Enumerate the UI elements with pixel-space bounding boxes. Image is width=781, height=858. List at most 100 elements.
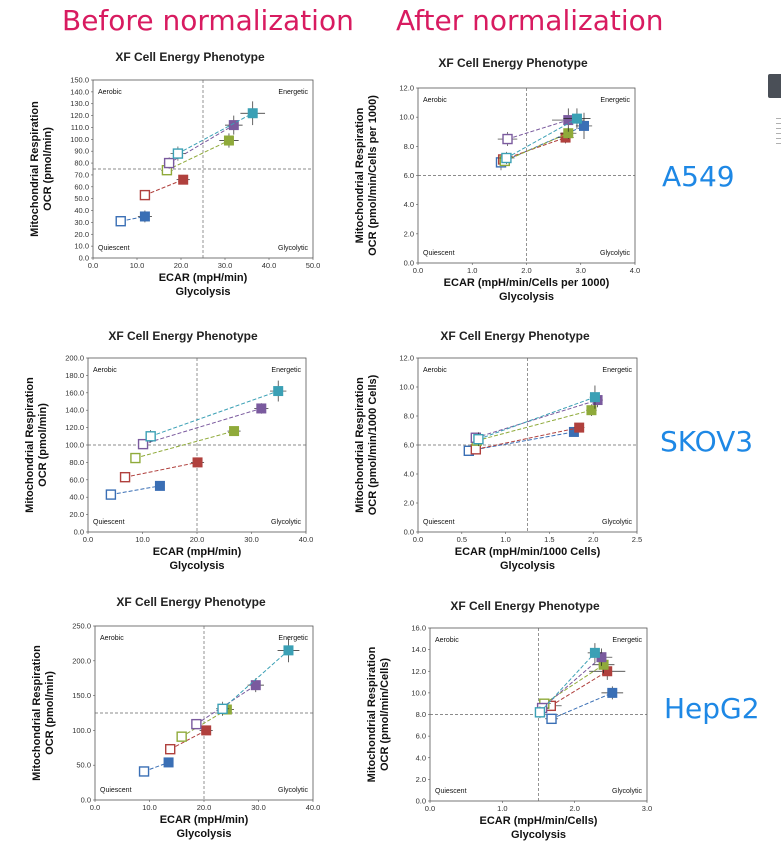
stressed-marker-blue	[163, 757, 174, 768]
x-axis-label: ECAR (mpH/min/Cells)	[480, 815, 598, 827]
cell-line-label-a549: A549	[662, 160, 735, 193]
y-tick-label: 100.0	[65, 441, 84, 450]
series-line-purple	[142, 407, 262, 445]
series-line-red	[169, 729, 207, 750]
y-axis-category-label: Mitochondrial Respiration	[31, 645, 43, 781]
quadrant-label-aerobic: Aerobic	[100, 635, 124, 642]
y-tick-label: 50.0	[76, 761, 91, 770]
y-tick-label: 8.0	[404, 412, 414, 421]
y-tick-label: 6.0	[404, 441, 414, 450]
x-tick-label: 10.0	[135, 535, 150, 544]
stressed-marker-red	[201, 725, 212, 736]
baseline-marker-teal	[145, 431, 156, 442]
y-axis-category-label: Mitochondrial Respiration	[366, 646, 378, 782]
quadrant-label-energetic: Energetic	[600, 97, 630, 104]
y-tick-label: 40.0	[69, 493, 84, 502]
y-axis-label: OCR (pmol/min)	[37, 403, 49, 487]
x-axis-label: ECAR (mpH/min/Cells per 1000)	[444, 277, 610, 289]
x-axis-category-label: Glycolysis	[176, 828, 231, 840]
x-tick-label: 1.5	[544, 535, 554, 544]
y-tick-label: 10.0	[74, 242, 89, 251]
stressed-marker-teal	[589, 647, 600, 658]
baseline-marker-teal	[473, 434, 484, 445]
x-tick-label: 10.0	[142, 803, 157, 812]
x-tick-label: 2.0	[588, 535, 598, 544]
quadrant-label-aerobic: Aerobic	[423, 367, 447, 374]
x-tick-label: 30.0	[218, 261, 233, 270]
y-tick-label: 8.0	[416, 710, 426, 719]
y-tick-label: 12.0	[399, 84, 414, 93]
y-axis-label: OCR (pmol/min)	[44, 671, 56, 755]
x-axis-label: ECAR (mpH/min)	[160, 814, 249, 826]
series-line-teal	[222, 649, 289, 710]
quadrant-label-quiescent: Quiescent	[423, 250, 455, 257]
series-line-green	[504, 132, 569, 162]
series-line-teal	[478, 396, 596, 440]
series-line-green	[166, 140, 230, 171]
y-axis-category-label: Mitochondrial Respiration	[354, 107, 366, 243]
series-line-purple	[475, 399, 598, 439]
stressed-marker-red	[192, 457, 203, 468]
baseline-marker-purple	[163, 157, 175, 169]
x-tick-label: 4.0	[630, 266, 640, 275]
stressed-marker-green	[229, 426, 240, 437]
stressed-marker-red	[178, 174, 189, 185]
quadrant-label-energetic: Energetic	[278, 89, 308, 96]
y-tick-label: 2.0	[416, 775, 426, 784]
baseline-marker-red	[165, 743, 176, 755]
quadrant-label-quiescent: Quiescent	[100, 787, 132, 794]
series-line-green	[135, 430, 235, 459]
x-tick-label: 0.0	[90, 803, 100, 812]
y-tick-label: 2.0	[404, 229, 414, 238]
stressed-marker-blue	[139, 211, 150, 222]
cell-line-label-skov3: SKOV3	[660, 425, 754, 458]
baseline-marker-blue	[105, 489, 117, 500]
x-tick-label: 1.0	[497, 804, 507, 813]
y-tick-label: 10.0	[399, 383, 414, 392]
series-line-red	[550, 670, 608, 707]
y-tick-label: 4.0	[404, 200, 414, 209]
x-tick-label: 10.0	[130, 261, 145, 270]
y-tick-label: 120.0	[65, 423, 84, 432]
series-line-purple	[541, 656, 602, 709]
stressed-marker-teal	[247, 108, 258, 119]
y-tick-label: 180.0	[65, 371, 84, 380]
y-axis-label: OCR (pmol/min)	[42, 127, 54, 211]
y-tick-label: 0.0	[79, 254, 89, 263]
series-line-teal	[177, 112, 253, 155]
y-tick-label: 12.0	[399, 354, 414, 363]
baseline-marker-purple	[191, 718, 202, 730]
baseline-marker-blue	[138, 766, 150, 777]
stressed-marker-purple	[228, 120, 239, 131]
y-tick-label: 0.0	[74, 528, 84, 537]
baseline-marker-purple	[502, 133, 513, 145]
y-tick-label: 0.0	[404, 259, 414, 268]
y-tick-label: 6.0	[416, 732, 426, 741]
baseline-marker-green	[176, 731, 187, 742]
y-tick-label: 70.0	[74, 170, 89, 179]
series-line-purple	[507, 119, 569, 140]
x-tick-label: 1.0	[467, 266, 477, 275]
y-tick-label: 150.0	[72, 691, 91, 700]
x-tick-label: 40.0	[299, 535, 314, 544]
x-axis-label: ECAR (mpH/min)	[153, 546, 242, 558]
y-tick-label: 250.0	[72, 622, 91, 631]
y-tick-label: 200.0	[65, 354, 84, 363]
y-tick-label: 0.0	[404, 528, 414, 537]
cell-line-label-hepg2: HepG2	[664, 692, 760, 725]
series-line-blue	[110, 485, 161, 496]
series-line-teal	[539, 652, 596, 713]
chart-title: XF Cell Energy Phenotype	[440, 329, 590, 343]
quadrant-label-glycolytic: Glycolytic	[612, 788, 642, 795]
x-tick-label: 50.0	[306, 261, 321, 270]
y-tick-label: 80.0	[74, 159, 89, 168]
x-axis-category-label: Glycolysis	[175, 286, 230, 298]
x-tick-label: 0.0	[413, 535, 423, 544]
stressed-marker-blue	[579, 120, 590, 131]
x-tick-label: 40.0	[306, 803, 321, 812]
y-tick-label: 20.0	[74, 230, 89, 239]
y-tick-label: 110.0	[71, 123, 89, 132]
baseline-marker-green	[130, 452, 141, 464]
